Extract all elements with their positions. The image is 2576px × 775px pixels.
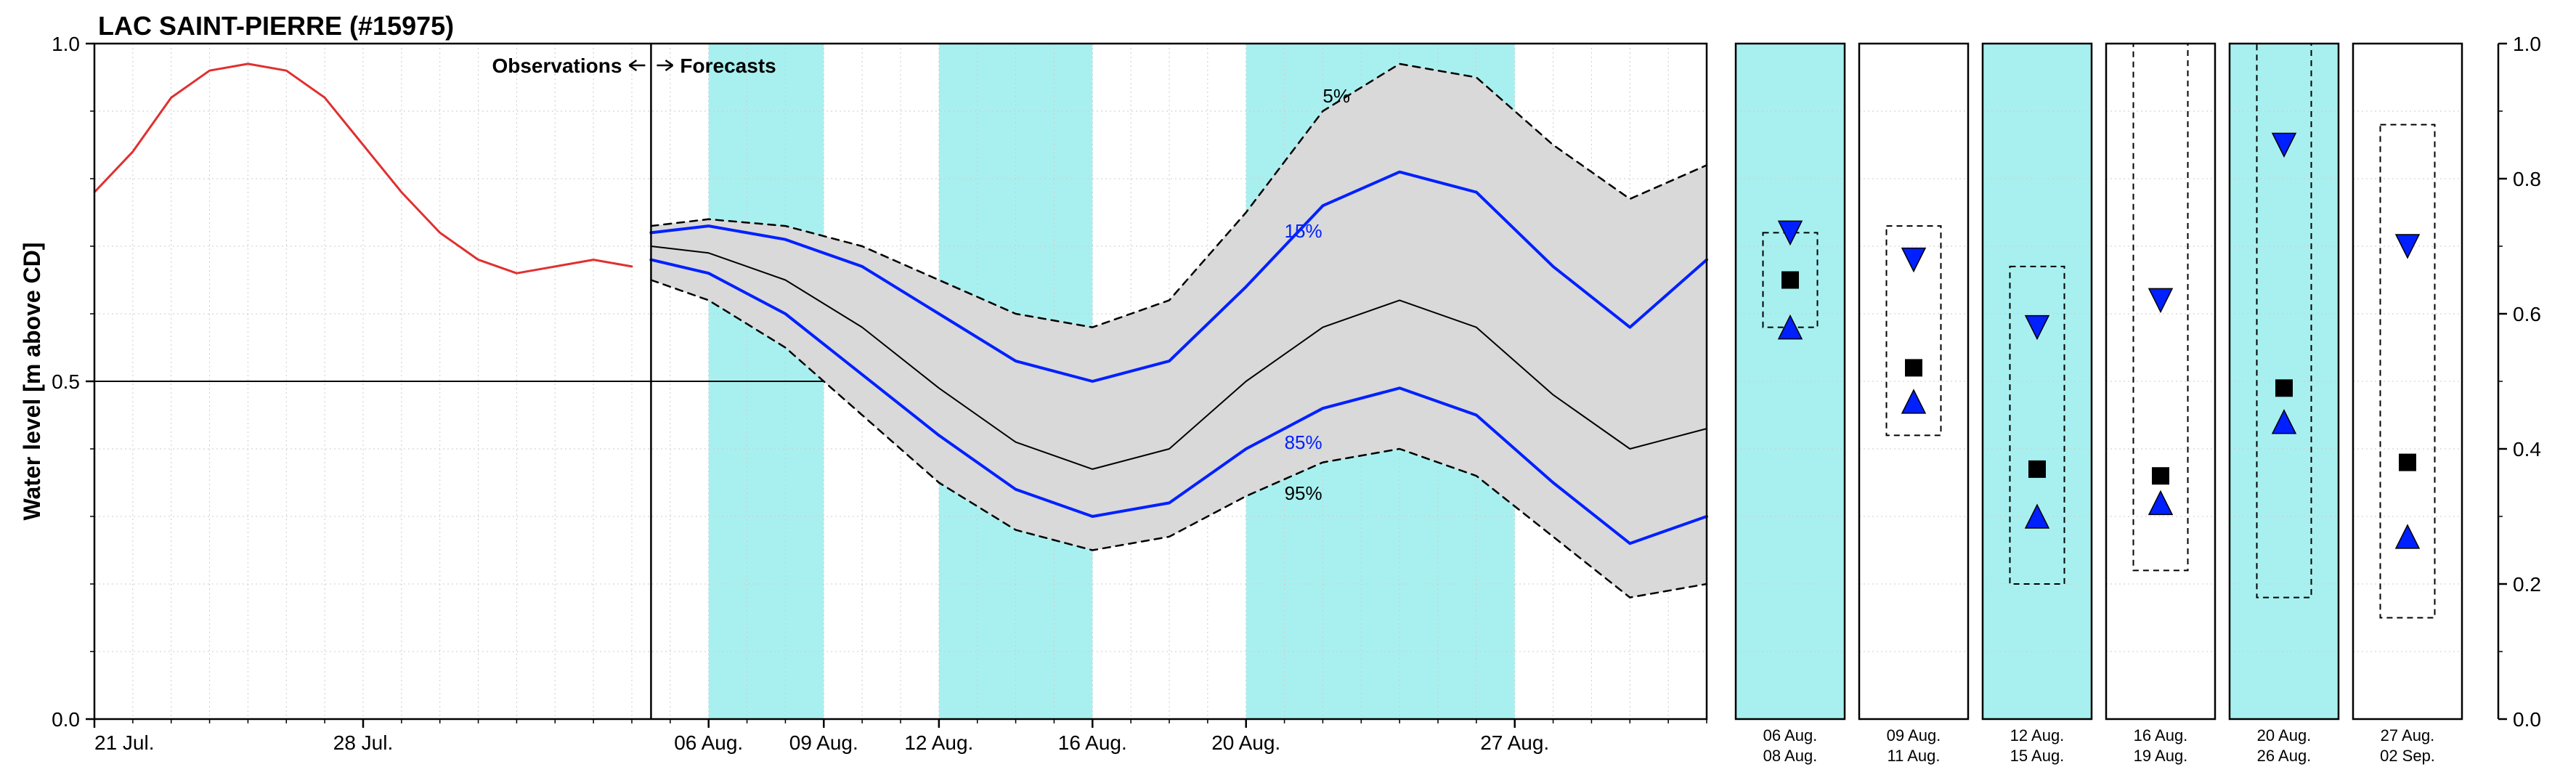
y-axis-label: Water level [m above CD] [19, 243, 45, 521]
svg-text:0.4: 0.4 [2513, 438, 2541, 460]
svg-text:15%: 15% [1285, 220, 1322, 242]
svg-text:02 Sep.: 02 Sep. [2380, 747, 2435, 765]
svg-text:27 Aug.: 27 Aug. [1480, 731, 1549, 754]
forecast-chart: 5% 15% 85% 95% 0.0 0.5 1.0 21 Jul. 28 Jul. 06 Aug… [7, 7, 2569, 768]
svg-text:11 Aug.: 11 Aug. [1888, 747, 1941, 765]
chart-title: LAC SAINT-PIERRE (#15975) [98, 11, 454, 41]
weekly-panel: 06 Aug. 08 Aug. [1736, 44, 1845, 765]
svg-text:0.0: 0.0 [52, 708, 80, 731]
svg-text:20 Aug.: 20 Aug. [1211, 731, 1280, 754]
svg-text:12 Aug.: 12 Aug. [904, 731, 973, 754]
svg-text:0.8: 0.8 [2513, 168, 2541, 190]
svg-text:26 Aug.: 26 Aug. [2257, 747, 2312, 765]
svg-text:06 Aug.: 06 Aug. [674, 731, 743, 754]
svg-text:16 Aug.: 16 Aug. [2134, 726, 2188, 744]
svg-text:21 Jul.: 21 Jul. [94, 731, 155, 754]
svg-text:5%: 5% [1322, 85, 1350, 107]
chart-svg: 5% 15% 85% 95% 0.0 0.5 1.0 21 Jul. 28 Jul. 06 Aug… [7, 7, 2569, 768]
svg-text:0.5: 0.5 [52, 370, 80, 393]
svg-text:1.0: 1.0 [2513, 33, 2541, 55]
weekly-panel: 12 Aug. 15 Aug. [1983, 44, 2092, 765]
svg-text:0.6: 0.6 [2513, 303, 2541, 325]
svg-text:19 Aug.: 19 Aug. [2134, 747, 2188, 765]
svg-text:20 Aug.: 20 Aug. [2257, 726, 2312, 744]
svg-text:0.2: 0.2 [2513, 573, 2541, 596]
svg-text:27 Aug.: 27 Aug. [2381, 726, 2435, 744]
svg-text:06 Aug.: 06 Aug. [1763, 726, 1818, 744]
weekly-panel: 09 Aug. 11 Aug. [1859, 44, 1968, 765]
observations-label: Observations [492, 54, 622, 77]
svg-text:28 Jul.: 28 Jul. [333, 731, 394, 754]
forecasts-label: Forecasts [680, 54, 776, 77]
svg-text:08 Aug.: 08 Aug. [1763, 747, 1818, 765]
weekly-panel: 20 Aug. 26 Aug. [2230, 44, 2339, 765]
svg-text:12 Aug.: 12 Aug. [2010, 726, 2065, 744]
svg-text:1.0: 1.0 [52, 33, 80, 55]
svg-text:16 Aug.: 16 Aug. [1058, 731, 1127, 754]
svg-text:0.0: 0.0 [2513, 708, 2541, 731]
svg-text:85%: 85% [1285, 431, 1322, 453]
weekly-panel: 16 Aug. 19 Aug. [2106, 44, 2215, 765]
weekly-panel: 27 Aug. 02 Sep. [2353, 44, 2462, 765]
svg-text:09 Aug.: 09 Aug. [1887, 726, 1941, 744]
svg-text:15 Aug.: 15 Aug. [2010, 747, 2065, 765]
svg-text:95%: 95% [1285, 482, 1322, 504]
svg-text:09 Aug.: 09 Aug. [789, 731, 858, 754]
